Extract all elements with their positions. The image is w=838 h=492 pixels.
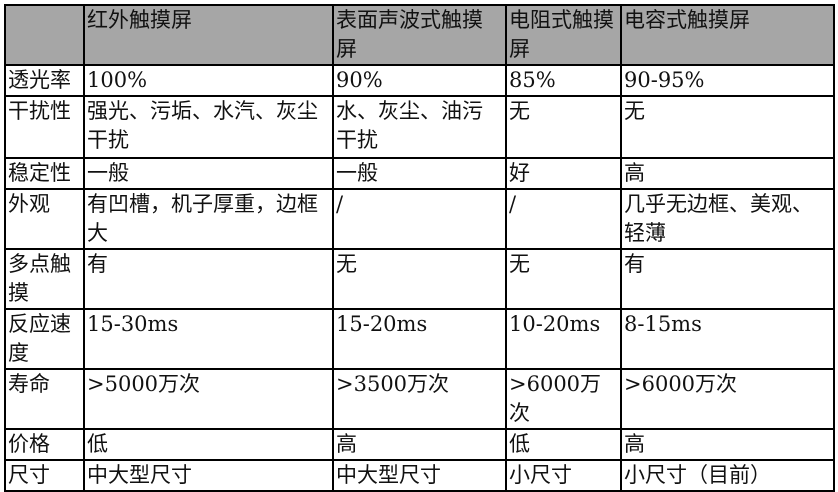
- table-cell: 85%: [505, 64, 622, 97]
- table-row: 外观 有凹槽，机子厚重，边框大 / / 几乎无边框、美观、轻薄: [4, 188, 835, 250]
- table-cell: 小尺寸（目前）: [620, 459, 835, 492]
- table-row: 尺寸 中大型尺寸 中大型尺寸 小尺寸 小尺寸（目前）: [4, 459, 835, 492]
- table-cell: 强光、污垢、水汽、灰尘干扰: [83, 95, 334, 159]
- table-cell: 有: [83, 248, 334, 310]
- table-cell: 小尺寸: [505, 459, 622, 492]
- touchscreen-comparison-table: 红外触摸屏 表面声波式触摸屏 电阻式触摸屏 电容式触摸屏 透光率 100% 90% 8…: [4, 4, 835, 492]
- table-row: 寿命 >5000万次 >3500万次 >6000万次 >6000万次: [4, 368, 835, 430]
- row-label: 价格: [4, 428, 85, 461]
- table-cell: 有凹槽，机子厚重，边框大: [83, 188, 334, 250]
- header-row: 红外触摸屏 表面声波式触摸屏 电阻式触摸屏 电容式触摸屏: [4, 4, 835, 66]
- header-cell: 电容式触摸屏: [620, 4, 835, 66]
- table-cell: 高: [620, 157, 835, 190]
- row-label: 外观: [4, 188, 85, 250]
- table-cell: 中大型尺寸: [332, 459, 507, 492]
- table-cell: 好: [505, 157, 622, 190]
- row-label: 多点触摸: [4, 248, 85, 310]
- table-cell: 无: [505, 248, 622, 310]
- table-cell: 100%: [83, 64, 334, 97]
- table-cell: 高: [332, 428, 507, 461]
- table-cell: 高: [620, 428, 835, 461]
- table-cell: 一般: [332, 157, 507, 190]
- table-row: 稳定性 一般 一般好高: [4, 157, 835, 190]
- table-cell: 低: [505, 428, 622, 461]
- header-cell: [4, 4, 85, 66]
- table-cell: 15-20ms: [332, 308, 507, 370]
- header-cell: 红外触摸屏: [83, 4, 334, 66]
- table-cell: 90-95%: [620, 64, 835, 97]
- table-cell: 15-30ms: [83, 308, 334, 370]
- table-cell: 无: [332, 248, 507, 310]
- row-label: 透光率: [4, 64, 85, 97]
- table-cell: 低: [83, 428, 334, 461]
- header-cell: 表面声波式触摸屏: [332, 4, 507, 66]
- table-cell: 10-20ms: [505, 308, 622, 370]
- table-cell: 一般: [83, 157, 334, 190]
- table-cell: 水、灰尘、油污干扰: [332, 95, 507, 159]
- table-cell: /: [332, 188, 507, 250]
- table-cell: 中大型尺寸: [83, 459, 334, 492]
- table-cell: 无: [505, 95, 622, 159]
- table-cell: >6000万次: [620, 368, 835, 430]
- row-label: 干扰性: [4, 95, 85, 159]
- table-cell: /: [505, 188, 622, 250]
- table-cell: >3500万次: [332, 368, 507, 430]
- table-row: 透光率 100% 90% 85% 90-95%: [4, 64, 835, 97]
- header-cell: 电阻式触摸屏: [505, 4, 622, 66]
- table-row: 多点触摸有无无有: [4, 248, 835, 310]
- table-row: 干扰性 强光、污垢、水汽、灰尘干扰 水、灰尘、油污干扰无无: [4, 95, 835, 159]
- table-cell: >5000万次: [83, 368, 334, 430]
- row-label: 稳定性: [4, 157, 85, 190]
- row-label: 寿命: [4, 368, 85, 430]
- table-cell: 有: [620, 248, 835, 310]
- table-cell: 8-15ms: [620, 308, 835, 370]
- table-cell: >6000万次: [505, 368, 622, 430]
- row-label: 尺寸: [4, 459, 85, 492]
- table-row: 反应速度 15-30ms 15-20ms 10-20ms 8-15ms: [4, 308, 835, 370]
- table-cell: 几乎无边框、美观、轻薄: [620, 188, 835, 250]
- table-cell: 90%: [332, 64, 507, 97]
- table-row: 价格低高低高: [4, 428, 835, 461]
- row-label: 反应速度: [4, 308, 85, 370]
- table-cell: 无: [620, 95, 835, 159]
